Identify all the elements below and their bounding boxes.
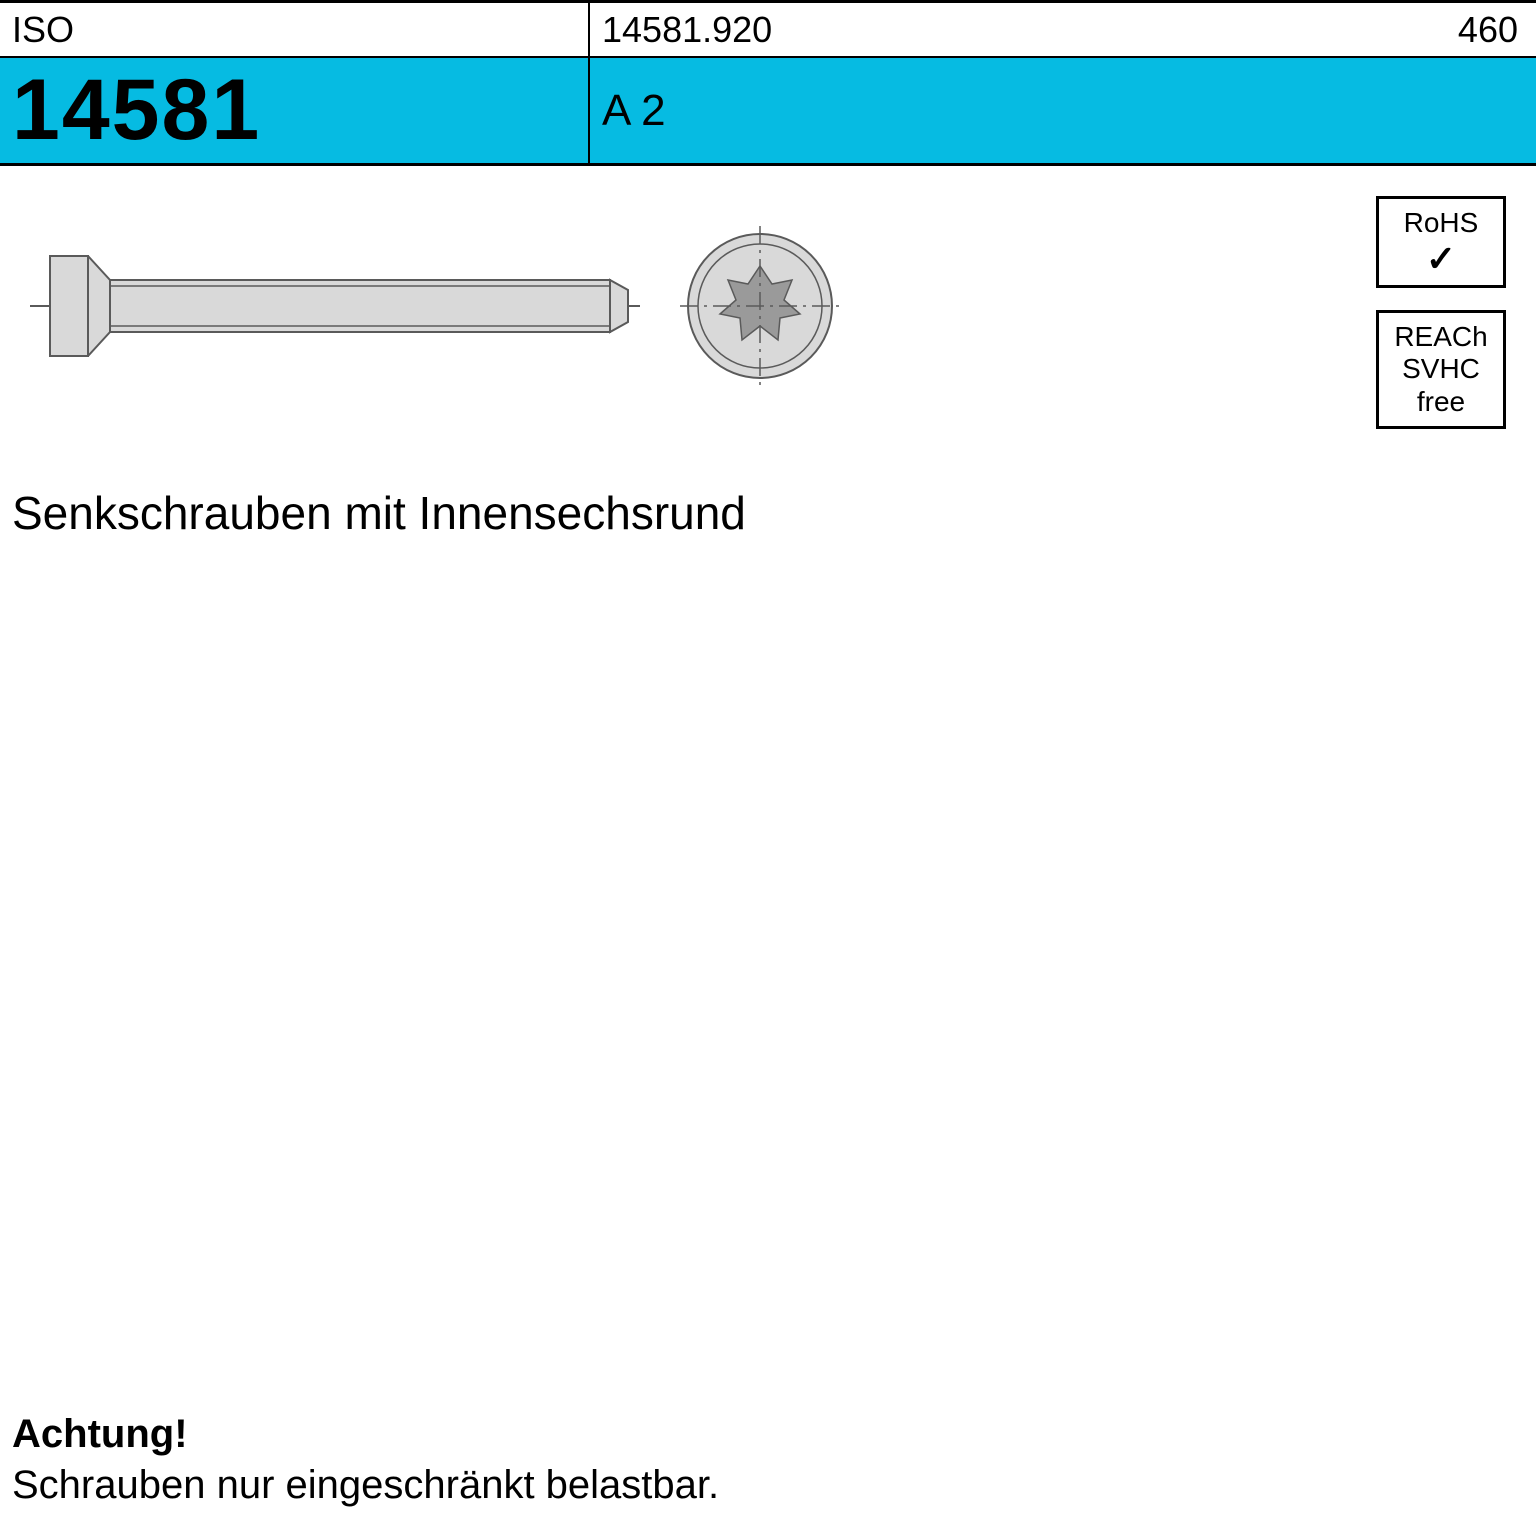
header-standard-org: ISO [0,3,590,56]
screw-side-view-icon [30,246,640,371]
header-page-ref: 460 [1416,3,1536,56]
screw-front-view-icon [680,226,840,391]
material-grade: A 2 [590,58,1536,163]
rohs-label: RoHS [1404,207,1479,239]
check-icon: ✓ [1426,241,1456,277]
rohs-badge: RoHS ✓ [1376,196,1506,288]
standard-number: 14581 [0,58,590,163]
warning-block: Achtung! Schrauben nur eingeschränkt bel… [12,1412,719,1508]
header-row-1: ISO 14581.920 460 [0,0,1536,58]
reach-line1: REACh [1394,321,1487,353]
product-description: Senkschrauben mit Innensechsrund [0,486,1536,540]
reach-line3: free [1417,386,1465,418]
reach-line2: SVHC [1402,353,1480,385]
diagram-area: RoHS ✓ REACh SVHC free [0,166,1536,426]
header-row-2: 14581 A 2 [0,58,1536,166]
header-article-code: 14581.920 [590,3,1416,56]
warning-title: Achtung! [12,1412,719,1457]
compliance-badges: RoHS ✓ REACh SVHC free [1376,196,1506,429]
reach-badge: REACh SVHC free [1376,310,1506,429]
warning-text: Schrauben nur eingeschränkt belastbar. [12,1463,719,1508]
product-datasheet: ISO 14581.920 460 14581 A 2 [0,0,1536,1536]
